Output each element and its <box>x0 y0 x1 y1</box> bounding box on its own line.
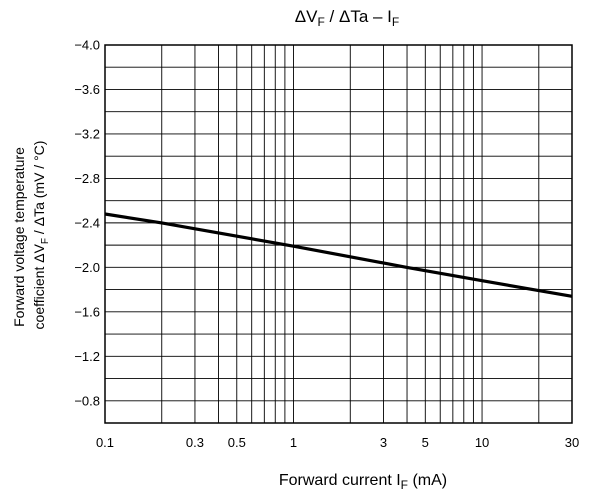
x-axis-label-sub: F <box>401 478 408 492</box>
y-tick-label: −1.6 <box>74 304 100 319</box>
y-tick-label: −3.6 <box>74 82 100 97</box>
x-axis-label-main: Forward current I <box>279 472 401 489</box>
x-tick-label: 0.3 <box>186 435 204 450</box>
title-sub-1: F <box>317 15 324 29</box>
y-tick-label: −2.4 <box>74 215 100 230</box>
x-tick-label: 0.1 <box>96 435 114 450</box>
series-line <box>104 212 573 298</box>
title-main: ΔV <box>295 7 318 26</box>
y-axis-label-sub: F <box>40 238 51 244</box>
y-tick-label: −1.2 <box>74 349 100 364</box>
x-tick-label: 30 <box>565 435 579 450</box>
y-tick-labels: −4.0 −3.6 −3.2 −2.8 −2.4 −2.0 −1.6 −1.2 −0.8 <box>74 38 100 409</box>
y-axis-label-prefix: coefficient ΔV <box>31 243 47 329</box>
title-mid: / ΔTa – I <box>325 7 392 26</box>
x-tick-label: 10 <box>475 435 489 450</box>
y-tick-label: −4.0 <box>74 38 100 53</box>
x-tick-label: 3 <box>380 435 387 450</box>
y-axis-label-line-1: Forward voltage temperature <box>11 147 27 327</box>
title-sub-2: F <box>392 15 399 29</box>
x-tick-label: 5 <box>422 435 429 450</box>
y-tick-label: −0.8 <box>74 393 100 408</box>
x-tick-label: 1 <box>290 435 297 450</box>
grid <box>105 45 572 423</box>
y-axis-label-tail: / ΔTa (mV / °C) <box>31 141 47 238</box>
chart-title: ΔVF / ΔTa – IF <box>295 7 400 29</box>
plot-frame <box>104 44 573 424</box>
x-tick-label: 0.5 <box>228 435 246 450</box>
y-axis-label-line-2: coefficient ΔVF / ΔTa (mV / °C) <box>31 141 51 330</box>
x-axis-label-tail: (mA) <box>408 472 447 489</box>
x-axis-label: Forward current IF (mA) <box>279 472 447 492</box>
x-tick-labels: 0.1 0.3 0.5 1 3 5 10 30 <box>96 435 579 450</box>
series-layer <box>104 212 573 298</box>
y-tick-label: −2.0 <box>74 260 100 275</box>
y-tick-label: −3.2 <box>74 126 100 141</box>
y-tick-label: −2.8 <box>74 171 100 186</box>
